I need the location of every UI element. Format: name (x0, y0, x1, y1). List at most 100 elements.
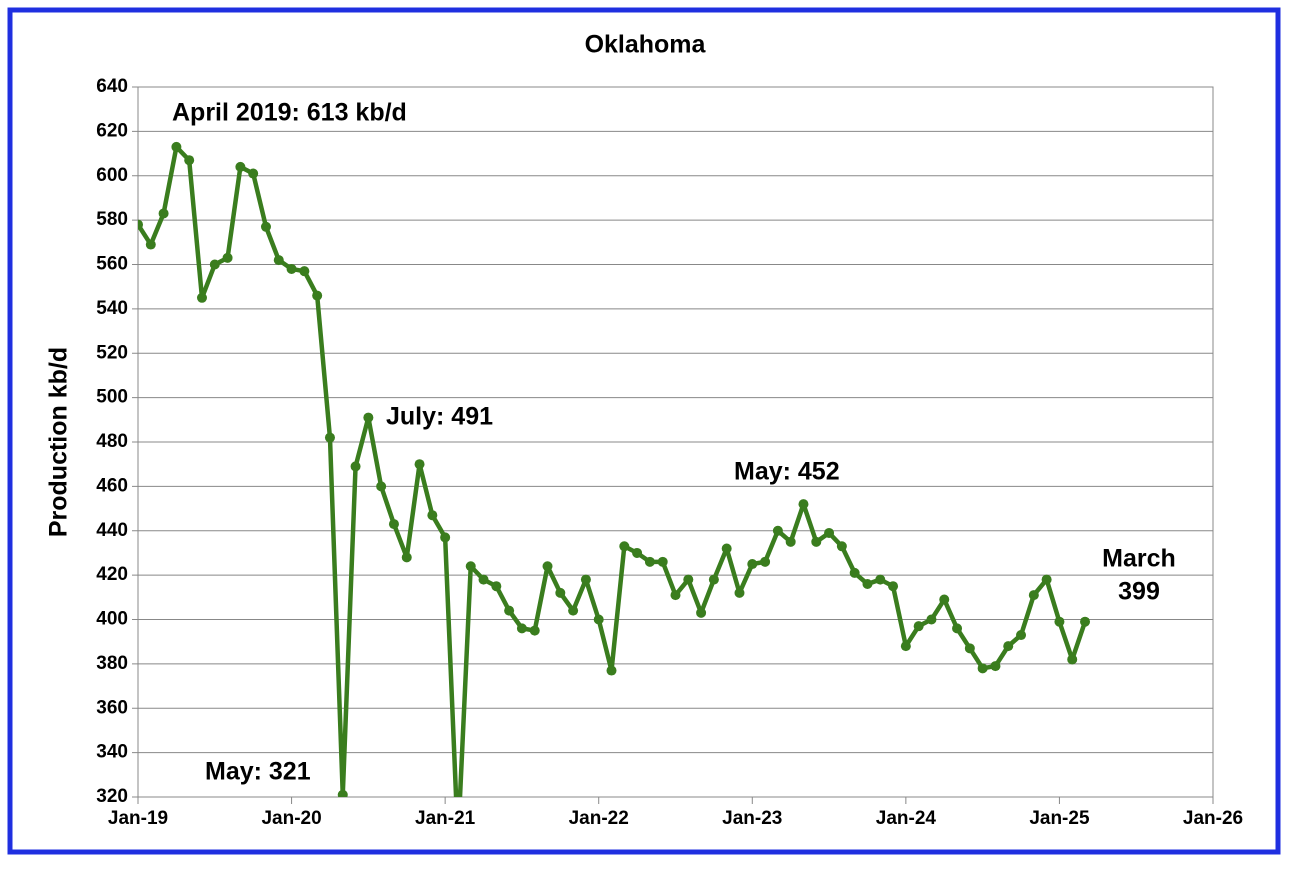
data-point (145, 239, 156, 250)
data-point (196, 292, 207, 303)
data-point (1028, 590, 1039, 601)
data-point (862, 579, 873, 589)
x-tick-label: Jan-21 (415, 808, 476, 829)
data-point (260, 221, 271, 232)
data-point (990, 661, 1001, 672)
data-point (138, 219, 143, 230)
data-point (696, 607, 707, 618)
data-point (555, 587, 566, 598)
data-point (939, 594, 950, 605)
data-point (491, 581, 502, 592)
data-point (363, 412, 374, 423)
data-point (1003, 641, 1014, 652)
y-tick-label: 620 (96, 120, 128, 141)
y-tick-label: 320 (96, 786, 128, 807)
y-tick-label: 420 (96, 564, 128, 585)
x-tick-label: Jan-23 (722, 808, 782, 829)
data-point (376, 481, 387, 492)
chart-title: Oklahoma (585, 31, 707, 59)
annotation: May: 452 (734, 458, 840, 486)
data-point (760, 556, 771, 567)
data-point (414, 459, 425, 470)
data-point (1016, 630, 1027, 641)
data-point (158, 208, 169, 219)
data-point (888, 581, 899, 592)
data-point (440, 532, 451, 543)
data-point (670, 590, 681, 601)
data-point (171, 141, 182, 152)
x-tick-label: Jan-26 (1183, 808, 1243, 829)
annotation: April 2019: 613 kb/d (172, 99, 407, 127)
y-tick-label: 340 (96, 742, 128, 763)
data-point (811, 536, 822, 547)
data-point (427, 510, 438, 521)
y-tick-label: 440 (96, 520, 128, 541)
x-tick-label: Jan-24 (876, 808, 937, 829)
data-point (388, 519, 399, 530)
data-point (337, 789, 348, 797)
data-point (401, 552, 412, 563)
data-point (504, 605, 515, 616)
frame (7, 7, 1281, 855)
x-tick-label: Jan-19 (108, 808, 168, 829)
data-point (350, 461, 361, 472)
y-tick-label: 500 (96, 387, 128, 408)
data-point (516, 623, 527, 634)
data-point (580, 574, 591, 585)
data-point (708, 574, 719, 585)
data-point (1054, 616, 1065, 627)
data-point (785, 536, 796, 547)
x-tick-label: Jan-22 (569, 808, 629, 829)
y-tick-label: 400 (96, 609, 128, 630)
y-tick-label: 460 (96, 475, 128, 496)
data-point (734, 587, 745, 598)
x-tick-label: Jan-20 (261, 808, 321, 829)
y-tick-label: 580 (96, 209, 128, 230)
data-point (824, 527, 835, 538)
data-point (1067, 654, 1078, 665)
data-point (209, 259, 220, 270)
data-point (644, 556, 655, 567)
data-point (299, 266, 310, 277)
data-point (184, 155, 195, 166)
data-point (542, 561, 553, 572)
data-point (478, 574, 489, 585)
data-point (606, 665, 617, 676)
data-point (952, 623, 963, 634)
data-point (836, 541, 847, 552)
annotation: March (1102, 545, 1176, 573)
data-point (913, 621, 924, 632)
y-tick-label: 360 (96, 697, 128, 718)
data-point (619, 541, 630, 552)
data-point (312, 290, 323, 301)
data-point (248, 168, 259, 179)
data-point (235, 161, 246, 172)
y-axis-label: Production kb/d (45, 347, 73, 537)
data-point (632, 547, 643, 558)
y-tick-label: 640 (96, 76, 128, 97)
data-point (1080, 616, 1091, 627)
data-point (568, 605, 579, 616)
y-tick-label: 560 (96, 254, 128, 275)
annotation: July: 491 (386, 403, 493, 431)
y-tick-label: 520 (96, 342, 128, 363)
data-point (683, 574, 694, 585)
data-point (849, 567, 860, 578)
data-point (657, 556, 668, 567)
data-point (798, 499, 809, 510)
data-point (222, 252, 233, 263)
data-point (593, 614, 604, 625)
plot-border (137, 86, 1214, 798)
data-point (747, 559, 758, 570)
annotation: May: 321 (205, 758, 311, 786)
y-tick-label: 480 (96, 431, 128, 452)
y-tick-label: 600 (96, 165, 128, 186)
data-point (529, 625, 540, 636)
y-tick-label: 540 (96, 298, 128, 319)
data-point (721, 543, 732, 554)
data-point (977, 663, 988, 674)
annotation: 399 (1118, 578, 1160, 606)
data-point (875, 574, 886, 585)
data-point (964, 643, 975, 654)
